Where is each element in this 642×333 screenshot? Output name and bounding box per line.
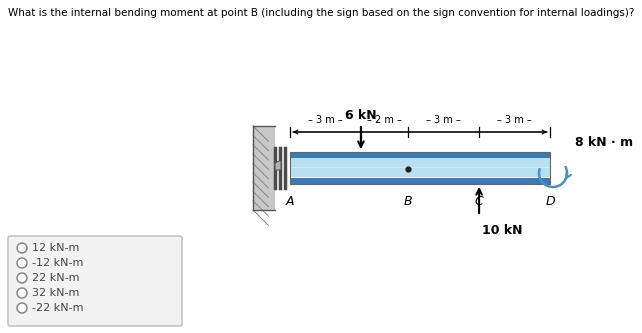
Circle shape xyxy=(17,303,27,313)
Bar xyxy=(290,157,550,177)
Text: D: D xyxy=(545,195,555,208)
Polygon shape xyxy=(275,160,281,170)
Bar xyxy=(290,152,550,158)
Text: -12 kN-m: -12 kN-m xyxy=(32,258,83,268)
Text: What is the internal bending moment at point B (including the sign based on the : What is the internal bending moment at p… xyxy=(8,8,634,18)
Text: -22 kN-m: -22 kN-m xyxy=(32,303,83,313)
Text: C: C xyxy=(474,195,483,208)
Text: – 2 m –: – 2 m – xyxy=(367,115,402,125)
Text: 32 kN-m: 32 kN-m xyxy=(32,288,80,298)
Circle shape xyxy=(17,258,27,268)
Circle shape xyxy=(17,288,27,298)
Text: B: B xyxy=(404,195,413,208)
Text: – 3 m –: – 3 m – xyxy=(426,115,461,125)
Circle shape xyxy=(17,243,27,253)
Text: – 3 m –: – 3 m – xyxy=(497,115,532,125)
Text: – 3 m –: – 3 m – xyxy=(308,115,343,125)
Text: A: A xyxy=(286,195,294,208)
Bar xyxy=(290,152,550,184)
Text: 12 kN-m: 12 kN-m xyxy=(32,243,80,253)
Circle shape xyxy=(17,273,27,283)
Text: 6 kN: 6 kN xyxy=(345,109,377,122)
Text: 8 kN · m: 8 kN · m xyxy=(575,136,633,149)
Text: 10 kN: 10 kN xyxy=(482,224,523,237)
Text: 22 kN-m: 22 kN-m xyxy=(32,273,80,283)
Bar xyxy=(290,178,550,184)
Bar xyxy=(253,126,275,210)
FancyBboxPatch shape xyxy=(8,236,182,326)
